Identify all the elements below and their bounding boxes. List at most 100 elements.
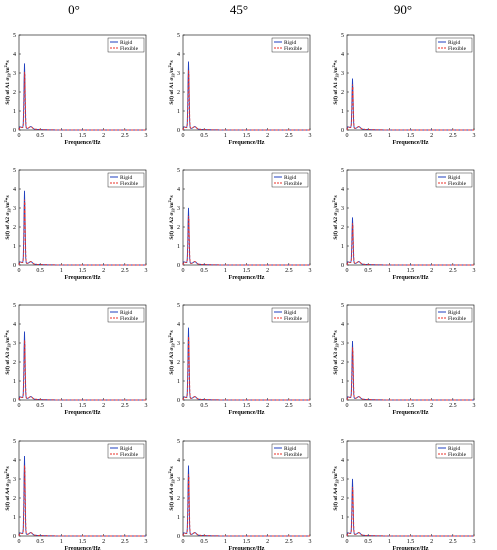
x-tick-label: 2 xyxy=(266,539,269,545)
x-axis-label: Frequence/Hz xyxy=(229,410,265,416)
y-axis-label-part: S(f) of A1 σ xyxy=(332,77,339,105)
y-axis-label: S(f) of A3 σ33/m2*s xyxy=(331,330,339,375)
y-tick-label: 5 xyxy=(341,168,344,174)
y-tick-label: 0 xyxy=(13,128,16,134)
legend-label-rigid: Rigid xyxy=(120,40,132,46)
x-tick-label: 1 xyxy=(388,268,391,274)
x-axis-label: Frequence/Hz xyxy=(393,410,429,416)
legend-label-flexible: Flexible xyxy=(120,181,139,187)
x-tick-label: 1.5 xyxy=(407,403,415,409)
series-flexible-line xyxy=(182,474,310,537)
x-tick-label: 2.5 xyxy=(285,539,293,545)
y-axis-label-part: 33 xyxy=(7,344,12,348)
y-axis-label-part: /m xyxy=(5,202,11,210)
panel-r3-c2: 0 1 2 3 4 5 0 0.5 1 1.5 2 2.5 3 Frequence/Hz S(f) of A… xyxy=(167,303,311,416)
x-tick-label: 1 xyxy=(224,539,227,545)
y-tick-label: 3 xyxy=(341,341,344,347)
y-axis-label-part: 2 xyxy=(167,65,172,67)
y-axis-label-part: 2 xyxy=(331,471,336,473)
x-tick-label: 0 xyxy=(346,268,349,274)
x-tick-label: 2 xyxy=(102,133,105,139)
series-flexible-line xyxy=(18,71,146,131)
series-flexible-line xyxy=(18,465,146,537)
panel-r1-c1: 0 1 2 3 4 5 0 0.5 1 1.5 2 2.5 3 Frequence/Hz S(f) of A… xyxy=(3,33,147,146)
y-tick-label: 3 xyxy=(341,206,344,212)
x-tick-label: 1.5 xyxy=(79,539,87,545)
y-tick-label: 0 xyxy=(13,534,16,540)
y-axis-label-part: 2 xyxy=(331,65,336,67)
y-tick-label: 2 xyxy=(341,496,344,502)
y-tick-label: 2 xyxy=(13,360,16,366)
y-tick-label: 1 xyxy=(341,244,344,250)
y-axis-label-part: *s xyxy=(333,195,339,201)
y-tick-label: 5 xyxy=(177,33,180,39)
x-tick-label: 0 xyxy=(18,403,21,409)
y-axis-label-part: 33 xyxy=(171,344,176,348)
x-tick-label: 2.5 xyxy=(285,133,293,139)
y-axis-label-part: *s xyxy=(5,330,11,336)
x-tick-label: 2 xyxy=(430,268,433,274)
x-tick-label: 1 xyxy=(224,268,227,274)
x-tick-label: 1 xyxy=(224,403,227,409)
panel-r4-c2: 0 1 2 3 4 5 0 0.5 1 1.5 2 2.5 3 Frequence/Hz S(f) of A… xyxy=(167,439,311,550)
y-axis-label: S(f) of A3 σ33/m2*s xyxy=(167,330,175,375)
y-tick-label: 2 xyxy=(341,90,344,96)
panel-r2-c1: 0 1 2 3 4 5 0 0.5 1 1.5 2 2.5 3 Frequence/Hz S(f) of A… xyxy=(3,168,147,281)
x-tick-label: 1 xyxy=(388,539,391,545)
x-tick-label: 1.5 xyxy=(407,133,415,139)
y-axis-label-part: 33 xyxy=(335,209,340,213)
y-tick-label: 3 xyxy=(341,477,344,483)
series-flexible-line xyxy=(182,70,310,131)
y-tick-label: 4 xyxy=(177,322,180,328)
y-axis-label-part: *s xyxy=(5,60,11,66)
x-axis-label: Frequence/Hz xyxy=(229,140,265,146)
y-tick-label: 5 xyxy=(13,33,16,39)
series-flexible-line xyxy=(18,199,146,266)
y-axis-label-part: 2 xyxy=(331,200,336,202)
y-tick-label: 4 xyxy=(177,458,180,464)
y-tick-label: 5 xyxy=(177,439,180,445)
x-tick-label: 3 xyxy=(145,403,148,409)
x-tick-label: 0 xyxy=(346,133,349,139)
x-tick-label: 2 xyxy=(102,403,105,409)
x-axis-label: Frequence/Hz xyxy=(65,275,101,281)
y-tick-label: 4 xyxy=(13,458,16,464)
y-axis-label-part: *s xyxy=(333,466,339,472)
x-axis-label: Frequence/Hz xyxy=(393,275,429,281)
legend-label-flexible: Flexible xyxy=(448,181,467,187)
y-axis-label-part: /m xyxy=(5,337,11,345)
panel-r1-c3: 0 1 2 3 4 5 0 0.5 1 1.5 2 2.5 3 Frequence/Hz S(f) of A… xyxy=(331,33,475,146)
y-tick-label: 2 xyxy=(13,90,16,96)
y-tick-label: 3 xyxy=(177,71,180,77)
legend-label-rigid: Rigid xyxy=(448,310,460,316)
y-tick-label: 1 xyxy=(177,244,180,250)
y-axis-label-part: *s xyxy=(169,330,175,336)
panel-r2-c2: 0 1 2 3 4 5 0 0.5 1 1.5 2 2.5 3 Frequence/Hz S(f) of A… xyxy=(167,168,311,281)
x-tick-label: 0.5 xyxy=(200,268,208,274)
y-tick-label: 2 xyxy=(13,496,16,502)
legend-label-flexible: Flexible xyxy=(120,452,139,458)
y-tick-label: 4 xyxy=(13,322,16,328)
y-axis-label-part: 33 xyxy=(7,74,12,78)
legend-label-flexible: Flexible xyxy=(284,181,303,187)
y-tick-label: 1 xyxy=(341,109,344,115)
legend-label-rigid: Rigid xyxy=(284,310,296,316)
y-axis-label-part: S(f) of A1 σ xyxy=(4,77,11,105)
panel-r3-c1: 0 1 2 3 4 5 0 0.5 1 1.5 2 2.5 3 Frequence/Hz S(f) of A… xyxy=(3,303,147,416)
y-axis-label-part: 2 xyxy=(3,65,8,67)
y-tick-label: 4 xyxy=(341,458,344,464)
legend-label-rigid: Rigid xyxy=(284,175,296,181)
y-tick-label: 3 xyxy=(341,71,344,77)
x-tick-label: 2 xyxy=(266,133,269,139)
x-tick-label: 2 xyxy=(430,403,433,409)
x-axis-label: Frequence/Hz xyxy=(229,546,265,550)
x-tick-label: 0.5 xyxy=(36,133,44,139)
x-tick-label: 2 xyxy=(102,268,105,274)
y-axis-label-part: 2 xyxy=(167,335,172,337)
x-tick-label: 0.5 xyxy=(364,403,372,409)
y-axis-label-part: 33 xyxy=(335,74,340,78)
legend-label-flexible: Flexible xyxy=(120,316,139,322)
y-tick-label: 0 xyxy=(341,398,344,404)
x-tick-label: 2.5 xyxy=(121,268,129,274)
